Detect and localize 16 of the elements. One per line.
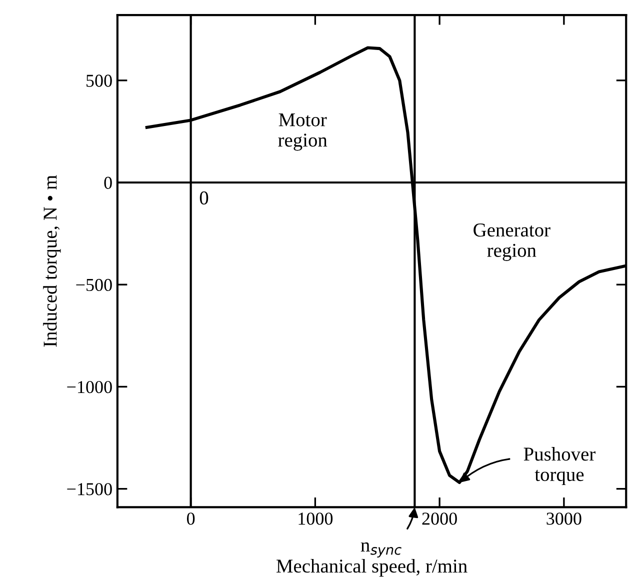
y-axis-title: Induced torque, N • m [43,175,61,347]
annotation: Generator region [474,224,550,261]
y-tick-label: −1000 [67,380,112,394]
annotation: 0 [200,191,208,205]
annotation: Pushover torque [524,447,596,486]
x-tick-label: 1000 [298,512,333,525]
y-tick-label: −500 [76,278,112,292]
y-tick-label: 0 [104,176,112,189]
x-tick-label: 2000 [422,512,457,525]
x-tick-label: 3000 [546,512,582,525]
x-tick-label: 0 [186,512,195,525]
y-tick-label: −1500 [67,483,112,496]
x-axis-title: Mechanical speed, r/min [276,558,468,577]
annotation: n$_{sync}$ [360,542,402,558]
annotation: Motor region [278,113,328,151]
y-tick-label: 500 [86,74,112,87]
